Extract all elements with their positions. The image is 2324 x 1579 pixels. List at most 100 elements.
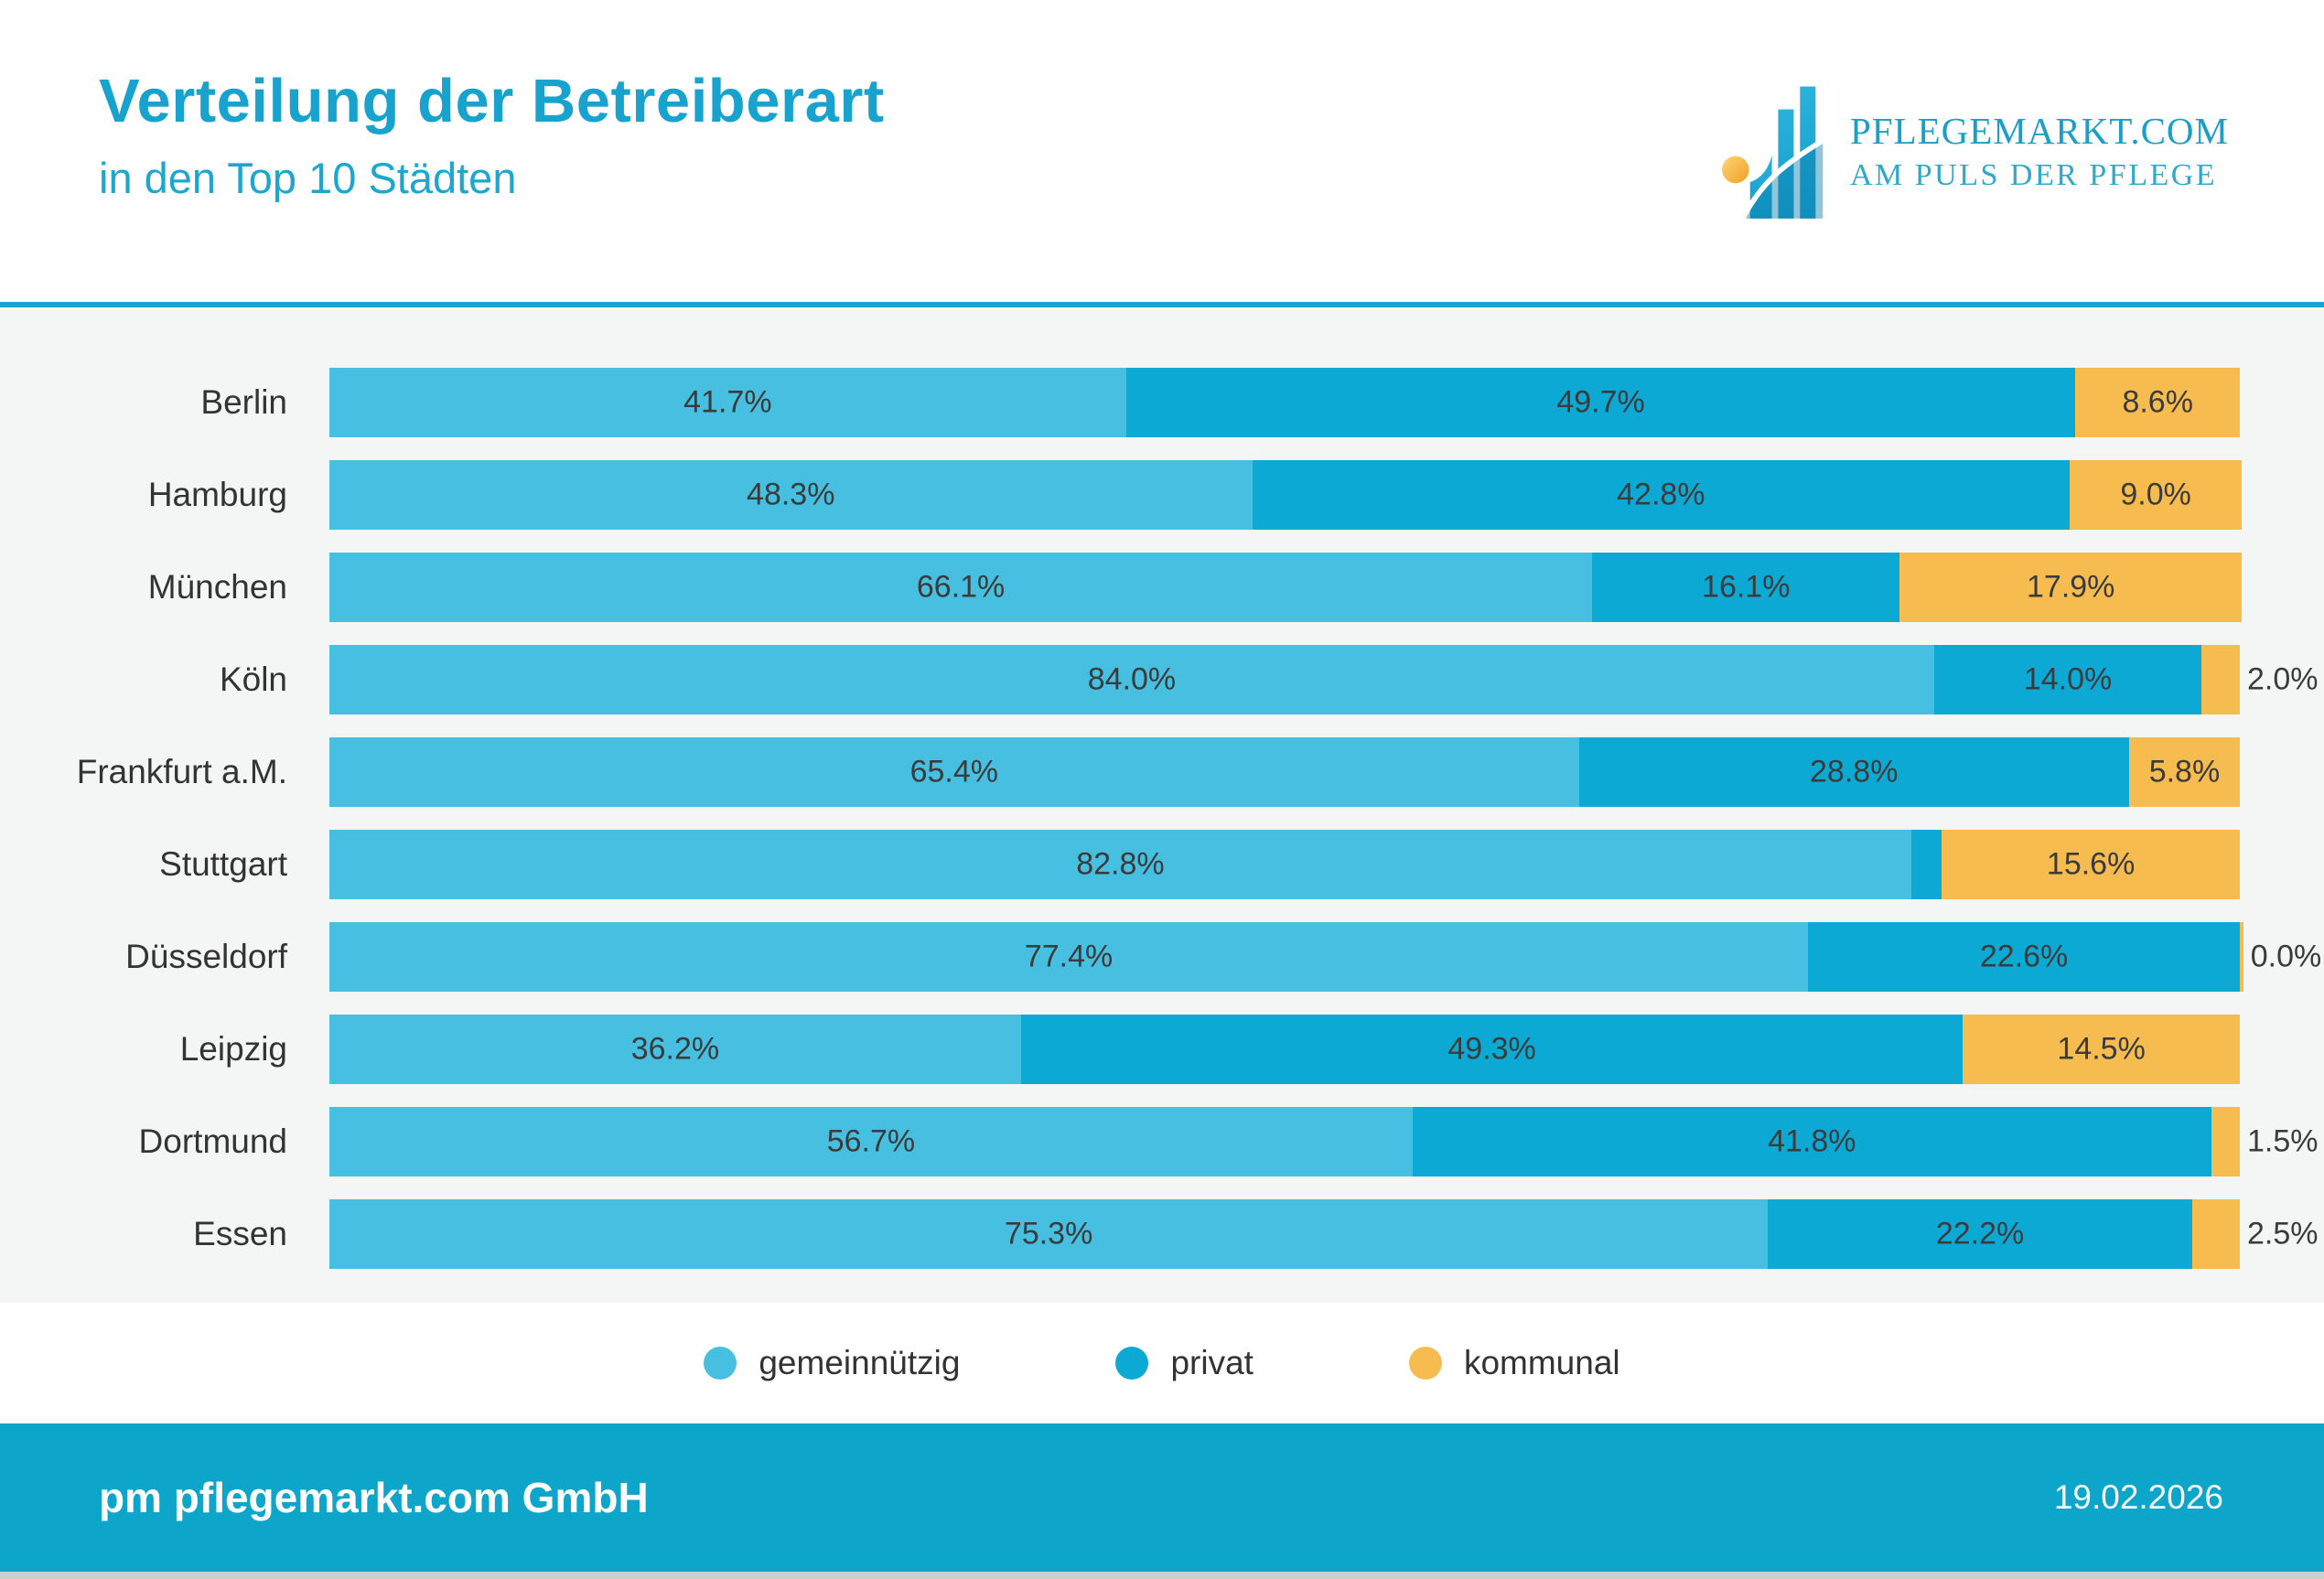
segment-value-label: 1.5% <box>2247 1123 2319 1159</box>
segment-value-label: 2.0% <box>2247 661 2319 697</box>
bar-segment-gemeinn-tzig <box>329 1015 1021 1084</box>
bar-segment-kommunal <box>2070 460 2243 530</box>
segment-value-label: 36.2% <box>630 1031 720 1067</box>
segment-value-label: 9.0% <box>2120 477 2191 512</box>
brand-name: PFLEGEMARKT.COM <box>1849 110 2229 152</box>
stacked-bar-chart: Berlin 41.7% 49.7% 8.6% Hamburg 48.3% 42.8% 9.0… <box>0 307 2324 1303</box>
page-title: Verteilung der Betreiberart <box>99 67 885 135</box>
segment-value-label: 16.1% <box>1702 569 1791 605</box>
category-label: Leipzig <box>179 1030 287 1068</box>
bar-segment-privat <box>1578 737 2129 807</box>
legend-label: kommunal <box>1463 1344 1620 1381</box>
bar-segment-kommunal <box>2211 1107 2240 1176</box>
segment-value-label: 82.8% <box>1076 846 1165 882</box>
header: Verteilung der Betreiberart in den Top 1… <box>0 0 2324 302</box>
segment-value-label: 22.6% <box>1979 939 2069 974</box>
bar-segment-gemeinn-tzig <box>329 368 1126 437</box>
legend-dot-icon <box>1115 1347 1149 1380</box>
segment-value-label: 2.5% <box>2247 1216 2319 1251</box>
legend-dot-icon <box>704 1347 737 1380</box>
segment-value-label: 17.9% <box>2027 569 2115 605</box>
bar-chart-logo-icon <box>1722 86 1824 220</box>
segment-value-label: 66.1% <box>916 569 1006 605</box>
category-label: Essen <box>193 1215 287 1252</box>
legend-item-gemeinn-tzig: gemeinnützig <box>704 1344 960 1382</box>
bar-row-hamburg: Hamburg 48.3% 42.8% 9.0% <box>0 460 2243 530</box>
bar-segment-kommunal <box>2128 737 2240 807</box>
segment-value-label: 22.2% <box>1935 1216 2025 1251</box>
category-label: Hamburg <box>147 476 287 513</box>
bar-row-leipzig: Leipzig 36.2% 49.3% 14.5% <box>0 1015 2240 1084</box>
category-label: Düsseldorf <box>125 938 287 975</box>
bar-segment-privat <box>1020 1015 1964 1084</box>
segment-value-label: 49.3% <box>1447 1031 1536 1067</box>
segment-value-label: 48.3% <box>747 477 835 512</box>
bar-segment-kommunal <box>1899 553 2243 622</box>
bar-row-essen: Essen 75.3% 22.2% 2.5% <box>0 1199 2319 1269</box>
bar-segment-gemeinn-tzig <box>329 922 1809 992</box>
bar-segment-kommunal <box>2201 645 2240 714</box>
category-label: Köln <box>219 661 287 698</box>
bar-track: 65.4% 28.8% 5.8% <box>329 737 2240 807</box>
segment-value-label: 65.4% <box>909 754 998 790</box>
bar-track: 36.2% 49.3% 14.5% <box>329 1015 2240 1084</box>
bar-track: 75.3% 22.2% 2.5% <box>329 1199 2319 1269</box>
bar-segment-gemeinn-tzig <box>329 645 1934 714</box>
header-divider <box>0 302 2324 307</box>
legend-dot-icon <box>1408 1347 1442 1380</box>
segment-value-label: 14.5% <box>2057 1031 2146 1067</box>
bar-segment-kommunal <box>1963 1015 2240 1084</box>
bar-segment-privat <box>1252 460 2071 530</box>
bar-segment-gemeinn-tzig <box>329 737 1579 807</box>
segment-value-label: 56.7% <box>826 1123 916 1159</box>
bar-segment-gemeinn-tzig <box>329 460 1253 530</box>
bar-row-berlin: Berlin 41.7% 49.7% 8.6% <box>0 368 2240 437</box>
legend-label: gemeinnützig <box>759 1344 961 1381</box>
bar-track: 66.1% 16.1% 17.9% <box>329 553 2243 622</box>
bar-segment-privat <box>1592 553 1900 622</box>
header-titles: Verteilung der Betreiberart in den Top 1… <box>99 66 885 203</box>
category-label: Dortmund <box>138 1122 287 1160</box>
bar-row-d-sseldorf: Düsseldorf 77.4% 22.6% 0.0% <box>0 922 2321 992</box>
bottom-edge-strip <box>0 1572 2324 1579</box>
bar-track: 48.3% 42.8% 9.0% <box>329 460 2243 530</box>
segment-value-label: 28.8% <box>1810 754 1899 790</box>
bar-track: 41.7% 49.7% 8.6% <box>329 368 2240 437</box>
bar-row-frankfurt-a-m: Frankfurt a.M. 65.4% 28.8% 5.8% <box>0 737 2240 807</box>
bar-segment-privat <box>1125 368 2076 437</box>
segment-value-label: 75.3% <box>1004 1216 1093 1251</box>
bar-segment-gemeinn-tzig <box>329 553 1593 622</box>
segment-value-label: 42.8% <box>1617 477 1705 512</box>
footer-company: pm pflegemarkt.com GmbH <box>99 1474 649 1521</box>
category-label: Frankfurt a.M. <box>76 753 287 790</box>
category-label: Stuttgart <box>159 845 287 883</box>
legend-item-privat: privat <box>1115 1344 1253 1382</box>
segment-value-label: 77.4% <box>1024 939 1114 974</box>
brand-tagline: AM PULS DER PFLEGE <box>1849 158 2218 192</box>
segment-value-label: 5.8% <box>2148 754 2221 790</box>
chart-legend: gemeinnützig privat kommunal <box>0 1303 2324 1423</box>
footer-date: 19.02.2026 <box>2053 1478 2223 1516</box>
category-label: München <box>147 568 287 606</box>
bar-track: 56.7% 41.8% 1.5% <box>329 1107 2319 1176</box>
bar-row-m-nchen: München 66.1% 16.1% 17.9% <box>0 553 2243 622</box>
segment-value-label: 15.6% <box>2046 846 2136 882</box>
bar-segment-gemeinn-tzig <box>329 1199 1769 1269</box>
bar-segment-privat <box>1910 830 1942 899</box>
bar-segment-gemeinn-tzig <box>329 1107 1413 1176</box>
bar-segment-kommunal <box>2240 922 2243 992</box>
bar-segment-privat <box>1768 1199 2192 1269</box>
bar-track: 84.0% 14.0% 2.0% <box>329 645 2319 714</box>
segment-value-label: 49.7% <box>1556 384 1645 420</box>
legend-label: privat <box>1170 1344 1253 1381</box>
segment-value-label: 14.0% <box>2023 661 2113 697</box>
bar-segment-kommunal <box>2075 368 2240 437</box>
brand-logo: PFLEGEMARKT.COM AM PULS DER PFLEGE <box>1716 82 2229 220</box>
bar-segment-privat <box>1808 922 2240 992</box>
bar-segment-kommunal <box>1942 830 2240 899</box>
segment-value-label: 41.7% <box>683 384 772 420</box>
category-label: Berlin <box>200 383 287 421</box>
brand-logo-text: PFLEGEMARKT.COM AM PULS DER PFLEGE <box>1850 109 2229 193</box>
bar-segment-gemeinn-tzig <box>329 830 1911 899</box>
